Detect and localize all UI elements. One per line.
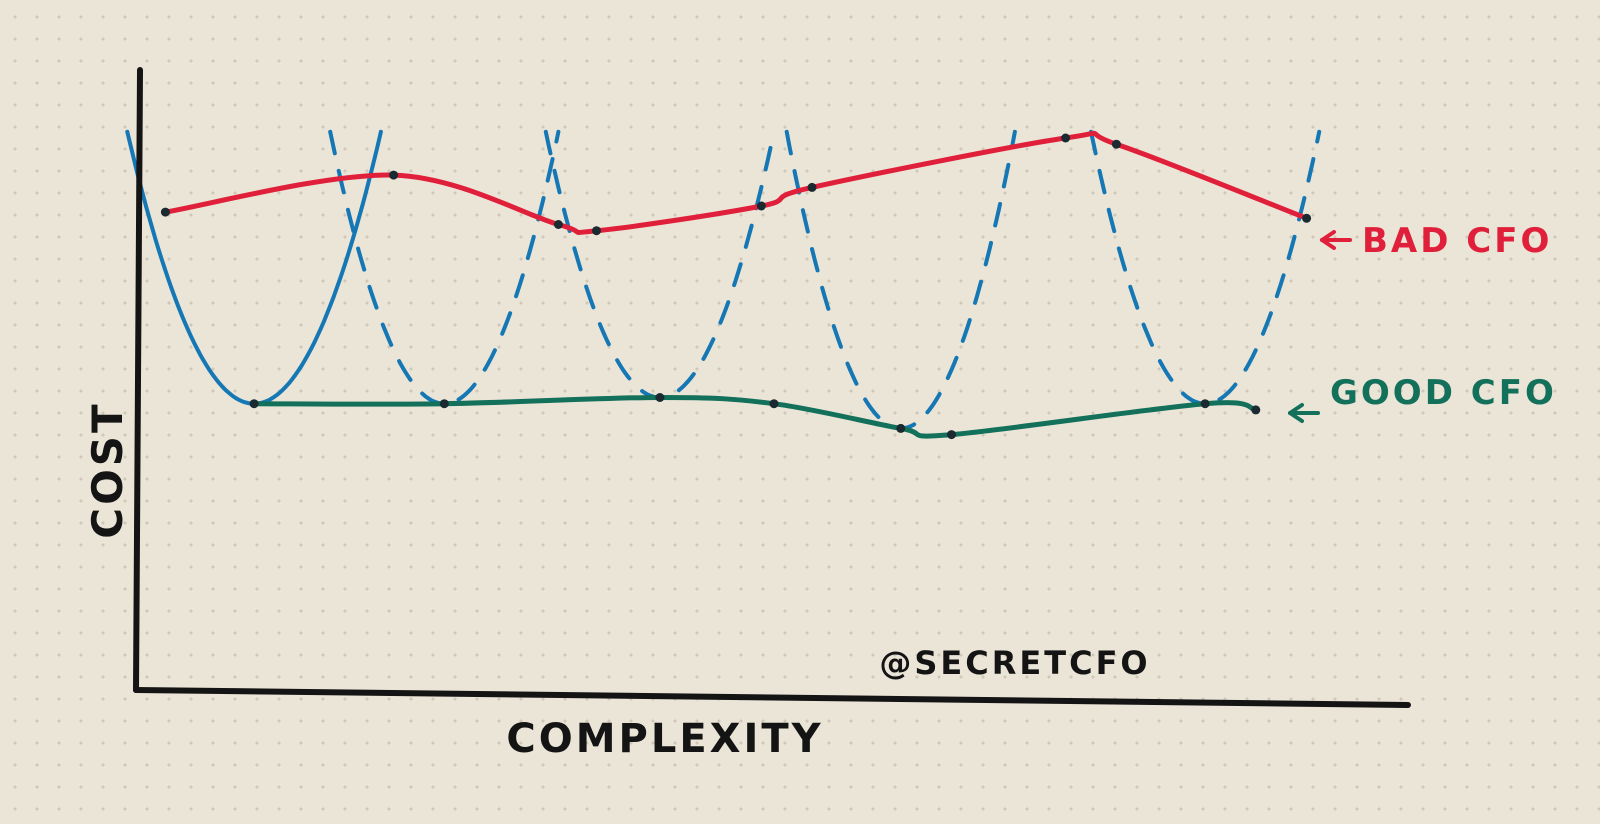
series-layer <box>160 130 1312 440</box>
legend-arrowhead-bad-cfo <box>1320 230 1336 250</box>
x-axis-line <box>133 687 1411 708</box>
u-curve-2 <box>328 129 561 406</box>
legend-label-good-cfo: GOOD CFO <box>1330 373 1557 413</box>
data-point-bad-cfo-7 <box>1061 133 1071 143</box>
data-point-good-cfo-8 <box>1251 405 1261 415</box>
y-axis-line <box>133 67 143 693</box>
x-axis-label: COMPLEXITY <box>506 716 823 762</box>
data-point-good-cfo-6 <box>947 430 956 440</box>
data-point-good-cfo-4 <box>769 399 779 409</box>
data-point-bad-cfo-8 <box>1111 139 1121 149</box>
legend-good-cfo: GOOD CFO <box>1288 373 1557 423</box>
u-curves-layer <box>125 129 1322 431</box>
u-curve-4 <box>784 129 1017 431</box>
data-point-good-cfo-1 <box>249 399 259 409</box>
data-point-good-cfo-7 <box>1200 399 1210 409</box>
data-point-bad-cfo-6 <box>807 182 817 192</box>
u-curve-1 <box>125 129 383 406</box>
y-axis-label: COST <box>83 401 132 538</box>
u-curve-3 <box>543 129 776 400</box>
series-line-bad-cfo <box>162 130 1310 236</box>
data-point-bad-cfo-9 <box>1302 213 1312 223</box>
u-curve-5 <box>1089 129 1322 406</box>
legend-bad-cfo: BAD CFO <box>1320 221 1552 261</box>
data-point-bad-cfo-3 <box>553 220 563 229</box>
data-point-good-cfo-2 <box>439 399 449 409</box>
legend-label-bad-cfo: BAD CFO <box>1362 221 1552 261</box>
data-point-bad-cfo-2 <box>389 170 399 180</box>
legend-arrowhead-good-cfo <box>1288 403 1304 423</box>
data-point-good-cfo-3 <box>655 393 665 402</box>
series-line-good-cfo <box>251 395 1259 439</box>
data-point-bad-cfo-4 <box>592 226 601 236</box>
data-point-good-cfo-5 <box>896 423 906 433</box>
watermark-annotation: @SECRETCFO <box>879 644 1150 682</box>
data-point-bad-cfo-5 <box>756 201 766 211</box>
data-point-bad-cfo-1 <box>160 207 170 217</box>
